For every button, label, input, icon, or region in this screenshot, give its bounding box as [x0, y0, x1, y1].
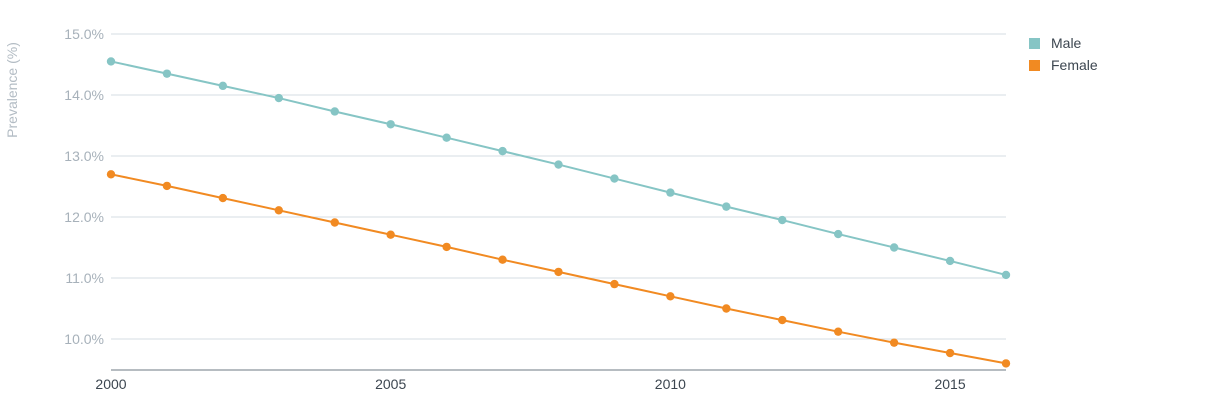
legend[interactable]: Male Female	[1029, 35, 1098, 73]
series-male	[106, 57, 1011, 280]
y-tick-label: 12.0%	[64, 209, 104, 225]
y-tick-label: 13.0%	[64, 148, 104, 164]
legend-item-male[interactable]: Male	[1029, 35, 1082, 51]
data-point[interactable]	[330, 218, 339, 227]
data-point[interactable]	[945, 256, 955, 266]
data-point[interactable]	[889, 243, 899, 252]
legend-item-female[interactable]: Female	[1029, 57, 1098, 73]
data-point[interactable]	[778, 215, 787, 225]
series-female	[106, 170, 1011, 368]
data-point[interactable]	[722, 304, 731, 313]
data-point[interactable]	[442, 242, 451, 252]
data-point[interactable]	[498, 146, 507, 156]
y-tick-label: 14.0%	[64, 87, 104, 103]
y-axis-label: Prevalence (%)	[4, 42, 20, 138]
y-axis: 10.0% 11.0% 12.0% 13.0% 14.0% 15.0%	[64, 26, 104, 347]
y-tick-label: 10.0%	[64, 331, 104, 347]
x-tick-label: 2015	[934, 376, 965, 392]
legend-label: Male	[1051, 35, 1082, 51]
data-point[interactable]	[498, 255, 507, 264]
data-point[interactable]	[666, 292, 675, 301]
data-point[interactable]	[610, 174, 619, 183]
y-tick-label: 15.0%	[64, 26, 104, 42]
data-point[interactable]	[386, 120, 395, 129]
data-point[interactable]	[442, 133, 451, 142]
legend-swatch	[1029, 38, 1040, 49]
y-tick-label: 11.0%	[65, 270, 104, 286]
legend-label: Female	[1051, 57, 1098, 73]
data-point[interactable]	[1001, 359, 1011, 368]
gridlines	[111, 33, 1006, 340]
x-tick-label: 2010	[655, 376, 686, 392]
data-point[interactable]	[666, 188, 675, 197]
data-point[interactable]	[1001, 270, 1011, 280]
data-point[interactable]	[218, 193, 228, 203]
data-point[interactable]	[274, 206, 284, 215]
data-point[interactable]	[554, 267, 563, 277]
data-point[interactable]	[945, 348, 955, 358]
series-lines	[106, 57, 1011, 368]
data-point[interactable]	[833, 327, 843, 336]
data-point[interactable]	[274, 93, 284, 103]
x-axis: 2000 2005 2010 2015	[95, 369, 1006, 392]
data-point[interactable]	[106, 57, 116, 66]
data-point[interactable]	[722, 202, 731, 211]
data-point[interactable]	[386, 230, 395, 239]
data-point[interactable]	[833, 229, 843, 239]
data-point[interactable]	[778, 315, 787, 325]
data-point[interactable]	[162, 181, 172, 191]
data-point[interactable]	[106, 170, 116, 179]
legend-swatch	[1029, 60, 1040, 71]
data-point[interactable]	[218, 81, 228, 91]
x-tick-label: 2005	[375, 376, 406, 392]
data-point[interactable]	[330, 107, 339, 116]
data-point[interactable]	[162, 69, 172, 78]
data-point[interactable]	[610, 279, 619, 289]
x-tick-label: 2000	[95, 376, 126, 392]
data-point[interactable]	[889, 338, 899, 347]
data-point[interactable]	[554, 160, 563, 169]
